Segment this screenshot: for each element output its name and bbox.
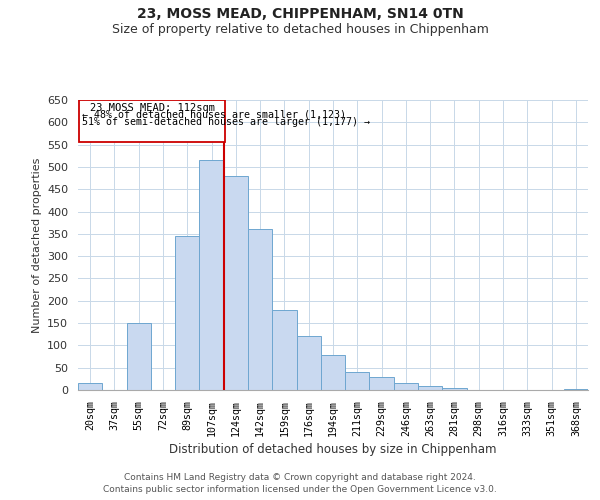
Text: ← 48% of detached houses are smaller (1,123): ← 48% of detached houses are smaller (1,… xyxy=(82,110,346,120)
Text: 23, MOSS MEAD, CHIPPENHAM, SN14 0TN: 23, MOSS MEAD, CHIPPENHAM, SN14 0TN xyxy=(137,8,463,22)
Bar xyxy=(345,372,370,390)
Bar xyxy=(394,384,418,390)
Text: 51% of semi-detached houses are larger (1,177) →: 51% of semi-detached houses are larger (… xyxy=(82,117,370,127)
Bar xyxy=(224,176,248,390)
Text: Contains HM Land Registry data © Crown copyright and database right 2024.: Contains HM Land Registry data © Crown c… xyxy=(124,472,476,482)
Bar xyxy=(418,386,442,390)
Bar xyxy=(199,160,224,390)
Bar xyxy=(321,355,345,390)
Text: Size of property relative to detached houses in Chippenham: Size of property relative to detached ho… xyxy=(112,22,488,36)
FancyBboxPatch shape xyxy=(79,100,225,142)
Bar xyxy=(248,230,272,390)
Text: Contains public sector information licensed under the Open Government Licence v3: Contains public sector information licen… xyxy=(103,485,497,494)
Bar xyxy=(175,236,199,390)
Bar xyxy=(564,389,588,390)
Bar xyxy=(127,323,151,390)
Y-axis label: Number of detached properties: Number of detached properties xyxy=(32,158,41,332)
Bar xyxy=(370,376,394,390)
Bar xyxy=(78,384,102,390)
Text: 23 MOSS MEAD: 112sqm: 23 MOSS MEAD: 112sqm xyxy=(89,102,215,113)
Text: Distribution of detached houses by size in Chippenham: Distribution of detached houses by size … xyxy=(169,442,497,456)
Bar xyxy=(442,388,467,390)
Bar xyxy=(296,336,321,390)
Bar xyxy=(272,310,296,390)
